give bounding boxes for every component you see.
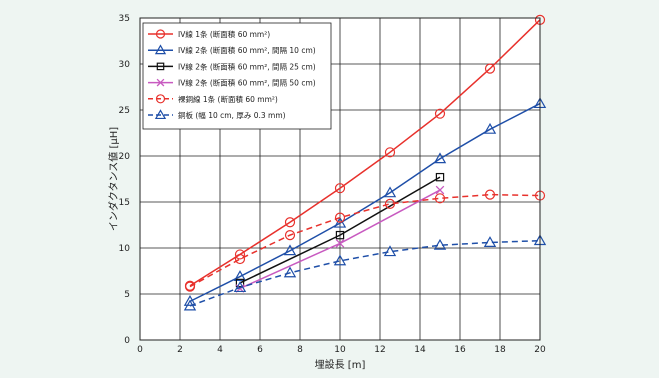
legend-item-4: IV線 2条 (断面積 60 mm², 間隔 50 cm) <box>148 78 316 88</box>
series-3 <box>235 172 445 288</box>
y-axis-label: インダクタンス値 [μH] <box>107 127 120 231</box>
plot-frame <box>139 17 541 341</box>
y-tick-label: 35 <box>119 14 130 24</box>
marker-circle <box>484 189 496 200</box>
legend-label: IV線 2条 (断面積 60 mm², 間隔 10 cm) <box>178 45 316 55</box>
x-tick-label: 6 <box>257 345 263 355</box>
marker-circle <box>284 230 296 241</box>
y-tick-label: 25 <box>119 106 130 116</box>
marker-circle <box>484 63 496 74</box>
marker-circle <box>234 249 246 260</box>
legend-label: 裸銅線 1条 (断面積 60 mm²) <box>178 94 278 104</box>
legend-label: IV線 2条 (断面積 60 mm², 間隔 25 cm) <box>178 61 316 71</box>
legend-item-5: 裸銅線 1条 (断面積 60 mm²) <box>148 94 278 104</box>
y-tick-label: 10 <box>119 244 131 254</box>
marker-triangle <box>383 186 397 198</box>
legend-item-6: 銅板 (幅 10 cm, 厚み 0.3 mm) <box>148 109 286 120</box>
legend: IV線 1条 (断面積 60 mm²) IV線 2条 (断面積 60 mm², 間… <box>142 22 332 130</box>
marker-square <box>235 278 245 288</box>
marker-x <box>156 78 165 87</box>
marker-circle <box>284 217 296 228</box>
marker-circle <box>155 29 166 39</box>
marker-triangle <box>154 44 167 55</box>
x-tick-label: 12 <box>374 345 385 355</box>
marker-square <box>335 230 345 240</box>
marker-triangle <box>483 236 497 247</box>
marker-triangle <box>233 270 247 282</box>
marker-triangle <box>383 245 397 257</box>
x-tick-label: 0 <box>137 345 143 355</box>
x-tick-label: 16 <box>454 345 466 355</box>
y-tick-label: 20 <box>119 152 131 162</box>
marker-triangle <box>333 216 347 228</box>
x-tick-label: 4 <box>217 345 223 355</box>
x-tick-label: 2 <box>177 345 183 355</box>
tick-labels: 0 2 4 6 8 10 12 14 16 18 20 0 5 10 15 20 25 30 35 <box>119 14 546 355</box>
marker-triangle <box>483 122 497 134</box>
marker-circle <box>384 147 396 158</box>
series-line <box>239 176 441 284</box>
series-1 <box>184 14 546 291</box>
marker-circle <box>334 183 346 194</box>
marker-square <box>435 172 445 182</box>
marker-square <box>156 62 165 71</box>
marker-triangle <box>433 152 447 164</box>
legend-box <box>142 22 332 130</box>
marker-triangle <box>283 244 297 256</box>
marker-x <box>335 239 345 248</box>
x-tick-label: 10 <box>334 345 346 355</box>
y-tick-label: 30 <box>119 60 131 70</box>
series-layer <box>183 14 547 311</box>
x-tick-label: 20 <box>534 345 546 355</box>
y-tick-label: 5 <box>124 290 130 300</box>
legend-item-1: IV線 1条 (断面積 60 mm²) <box>148 29 270 39</box>
marker-triangle <box>433 238 447 250</box>
marker-circle <box>184 281 196 292</box>
series-line <box>189 193 541 288</box>
marker-circle <box>434 108 446 119</box>
y-tick-label: 15 <box>119 198 130 208</box>
x-tick-label: 18 <box>494 345 506 355</box>
marker-triangle <box>154 109 167 120</box>
series-6 <box>183 234 547 311</box>
series-line <box>189 102 541 303</box>
legend-label: IV線 2条 (断面積 60 mm², 間隔 50 cm) <box>178 78 316 88</box>
marker-x <box>435 185 445 195</box>
y-tick-label: 0 <box>124 336 130 346</box>
marker-circle <box>434 193 446 204</box>
legend-label: 銅板 (幅 10 cm, 厚み 0.3 mm) <box>178 110 286 120</box>
x-axis-label: 埋設長 [m] <box>315 358 366 371</box>
marker-triangle <box>233 281 247 293</box>
series-2 <box>183 97 547 306</box>
x-tick-label: 14 <box>414 345 426 355</box>
legend-item-2: IV線 2条 (断面積 60 mm², 間隔 10 cm) <box>148 44 316 55</box>
marker-circle <box>334 212 346 223</box>
marker-circle <box>384 198 396 209</box>
series-line <box>189 239 541 307</box>
marker-circle <box>234 253 246 265</box>
marker-triangle <box>283 266 297 278</box>
series-line <box>189 19 541 287</box>
legend-item-3: IV線 2条 (断面積 60 mm², 間隔 25 cm) <box>148 61 316 71</box>
marker-circle <box>155 94 166 104</box>
marker-triangle <box>333 254 347 266</box>
x-tick-label: 8 <box>297 345 303 355</box>
marker-triangle <box>183 299 197 311</box>
legend-label: IV線 1条 (断面積 60 mm²) <box>178 29 270 39</box>
